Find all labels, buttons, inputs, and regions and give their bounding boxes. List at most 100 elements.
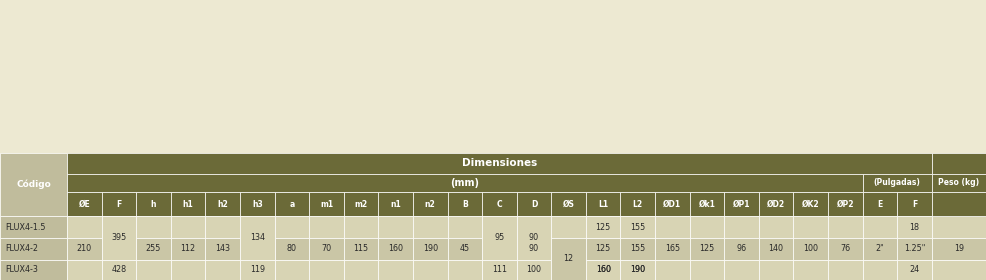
Bar [171, 238, 205, 260]
Text: ØD1: ØD1 [664, 200, 681, 209]
Bar [310, 260, 344, 280]
Bar [794, 238, 828, 260]
Text: h2: h2 [217, 200, 228, 209]
Bar [620, 238, 655, 260]
Text: 2": 2" [876, 244, 884, 253]
Bar [482, 216, 517, 238]
Bar [482, 216, 517, 260]
Bar [274, 238, 310, 260]
Bar [413, 216, 448, 238]
Text: 395: 395 [111, 234, 126, 242]
Bar [0, 238, 67, 260]
Bar [102, 238, 136, 260]
Bar [136, 192, 171, 216]
Bar [586, 260, 620, 280]
Bar [274, 216, 310, 238]
Text: 160: 160 [388, 244, 403, 253]
Bar [344, 216, 379, 238]
Bar [828, 192, 863, 216]
Bar [517, 216, 551, 238]
Bar [136, 238, 171, 260]
Text: 19: 19 [953, 244, 964, 253]
Bar [620, 260, 655, 280]
Bar [759, 192, 794, 216]
Text: 155: 155 [630, 244, 646, 253]
Text: 100: 100 [527, 265, 541, 274]
Bar [655, 192, 689, 216]
Bar [897, 260, 932, 280]
Bar [102, 192, 136, 216]
Text: ØP2: ØP2 [836, 200, 854, 209]
Text: n2: n2 [425, 200, 436, 209]
Text: 76: 76 [840, 244, 850, 253]
Bar [551, 192, 586, 216]
Bar [240, 260, 274, 280]
Bar [482, 260, 517, 280]
Bar [932, 238, 986, 260]
Bar [310, 192, 344, 216]
Bar [725, 260, 759, 280]
Text: 125: 125 [596, 223, 610, 232]
Bar [759, 238, 794, 260]
Text: h1: h1 [182, 200, 193, 209]
Text: 1.25": 1.25" [904, 244, 925, 253]
Bar [620, 216, 655, 238]
Bar [689, 238, 725, 260]
Text: 190: 190 [423, 244, 438, 253]
Bar [517, 260, 551, 280]
Bar [0, 153, 67, 216]
Bar [932, 192, 986, 216]
Bar [586, 260, 620, 280]
Text: ØK2: ØK2 [802, 200, 819, 209]
Bar [551, 216, 586, 238]
Text: 210: 210 [77, 244, 92, 253]
Text: 143: 143 [215, 244, 230, 253]
Bar [586, 192, 620, 216]
Bar [171, 192, 205, 216]
Text: 155: 155 [630, 223, 646, 232]
Bar [794, 260, 828, 280]
Bar [689, 260, 725, 280]
Bar [551, 238, 586, 280]
Bar [863, 192, 897, 216]
Bar [828, 260, 863, 280]
Text: FLUX4-3: FLUX4-3 [5, 265, 37, 274]
Bar [102, 216, 136, 238]
Bar [725, 192, 759, 216]
Text: (mm): (mm) [451, 178, 479, 188]
Bar [794, 192, 828, 216]
Bar [67, 260, 102, 280]
Text: 80: 80 [287, 244, 297, 253]
Bar [794, 216, 828, 238]
Bar [274, 192, 310, 216]
Text: Peso (kg): Peso (kg) [939, 178, 979, 187]
Bar [344, 192, 379, 216]
Bar [205, 238, 240, 260]
Bar [310, 238, 344, 260]
Text: 160: 160 [596, 265, 610, 274]
Bar [897, 238, 932, 260]
Bar [725, 238, 759, 260]
Text: m2: m2 [355, 200, 368, 209]
Bar [655, 216, 689, 238]
Text: 190: 190 [630, 265, 645, 274]
Bar [863, 238, 897, 260]
Text: h3: h3 [251, 200, 262, 209]
Bar [932, 260, 986, 280]
Bar [448, 260, 482, 280]
Bar [0, 260, 67, 280]
Bar [897, 216, 932, 238]
Text: 12: 12 [564, 255, 574, 263]
Text: 112: 112 [180, 244, 195, 253]
Bar [689, 192, 725, 216]
Bar [379, 192, 413, 216]
Text: B: B [462, 200, 467, 209]
Text: 96: 96 [737, 244, 746, 253]
Text: ØE: ØE [79, 200, 90, 209]
Bar [102, 260, 136, 280]
Bar [205, 260, 240, 280]
Text: ØP1: ØP1 [733, 200, 750, 209]
Text: 24: 24 [909, 265, 920, 274]
Text: 160: 160 [596, 265, 610, 274]
Bar [240, 216, 274, 260]
